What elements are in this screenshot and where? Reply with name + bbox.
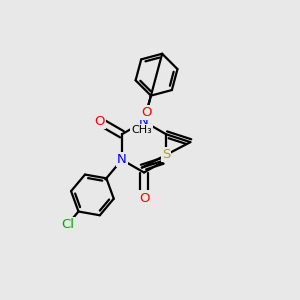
Text: N: N — [139, 115, 149, 128]
Text: S: S — [162, 148, 170, 161]
Text: Cl: Cl — [61, 218, 74, 231]
Text: N: N — [117, 153, 127, 166]
Text: O: O — [141, 106, 152, 119]
Text: CH₃: CH₃ — [131, 125, 152, 135]
Text: O: O — [139, 191, 149, 205]
Text: O: O — [94, 115, 105, 128]
